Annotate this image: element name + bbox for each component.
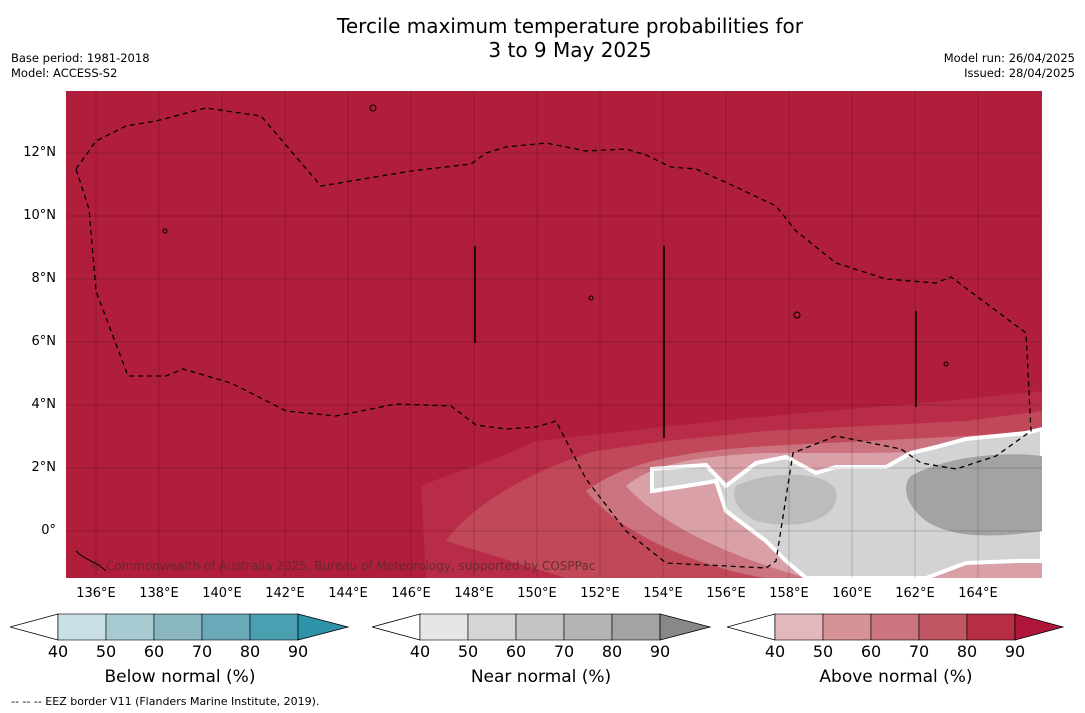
near-band-70 [906,454,1042,536]
map-title: Tercile maximum temperature probabilitie… [0,14,1085,62]
model-info: Base period: 1981-2018 Model: ACCESS-S2 [11,51,150,81]
cb-tick: 40 [409,642,431,661]
y-tick-12n: 12°N [23,145,56,160]
issued-date: Issued: 28/04/2025 [964,66,1075,80]
cb-tick: 70 [191,642,213,661]
cb-tick: 70 [553,642,575,661]
model-run: Model run: 26/04/2025 [943,51,1075,65]
probability-map [66,91,1042,578]
cb-tick: 80 [601,642,623,661]
x-tick: 140°E [202,586,242,601]
title-line-2: 3 to 9 May 2025 [488,38,652,62]
cb-tick: 60 [860,642,882,661]
above-normal-title: Above normal (%) [819,667,973,687]
copyright-notice: © Commonwealth of Australia 2025, Bureau… [90,559,596,573]
x-tick: 162°E [895,586,935,601]
x-tick: 136°E [76,586,116,601]
x-tick: 154°E [643,586,683,601]
cb-tick: 90 [649,642,671,661]
x-tick: 148°E [454,586,494,601]
title-line-1: Tercile maximum temperature probabilitie… [337,14,803,38]
x-tick: 146°E [391,586,431,601]
x-tick: 150°E [517,586,557,601]
x-tick: 158°E [769,586,809,601]
y-tick-10n: 10°N [23,208,56,223]
run-info: Model run: 26/04/2025 Issued: 28/04/2025 [944,51,1075,81]
cb-tick: 50 [812,642,834,661]
cb-tick: 40 [47,642,69,661]
y-tick-6n: 6°N [31,334,57,349]
cb-tick: 60 [505,642,527,661]
near-normal-colorbar [372,613,712,641]
cb-tick: 80 [239,642,261,661]
below-normal-colorbar [10,613,350,641]
above-normal-colorbar [727,613,1065,641]
below-normal-title: Below normal (%) [104,667,256,687]
base-period: Base period: 1981-2018 [11,51,150,65]
x-tick: 156°E [706,586,746,601]
near-normal-title: Near normal (%) [470,667,612,687]
x-tick: 152°E [580,586,620,601]
cb-tick: 50 [95,642,117,661]
x-tick: 142°E [265,586,305,601]
y-tick-8n: 8°N [31,271,57,286]
y-tick-2n: 2°N [31,460,57,475]
x-tick: 144°E [328,586,368,601]
graticule [66,91,1042,578]
island-features [474,246,917,438]
x-tick: 164°E [958,586,998,601]
small-islands [75,104,949,572]
cb-tick: 90 [1004,642,1026,661]
eez-border [75,107,1032,569]
cb-tick: 50 [457,642,479,661]
eez-legend-note: -- -- -- EEZ border V11 (Flanders Marine… [11,695,320,708]
cb-tick: 40 [764,642,786,661]
cb-tick: 90 [287,642,309,661]
cb-tick: 80 [956,642,978,661]
x-tick: 138°E [139,586,179,601]
cb-tick: 70 [908,642,930,661]
y-tick-0: 0° [41,523,56,538]
y-tick-4n: 4°N [31,397,57,412]
cb-tick: 60 [143,642,165,661]
model-name: Model: ACCESS-S2 [11,66,118,80]
x-tick: 160°E [832,586,872,601]
